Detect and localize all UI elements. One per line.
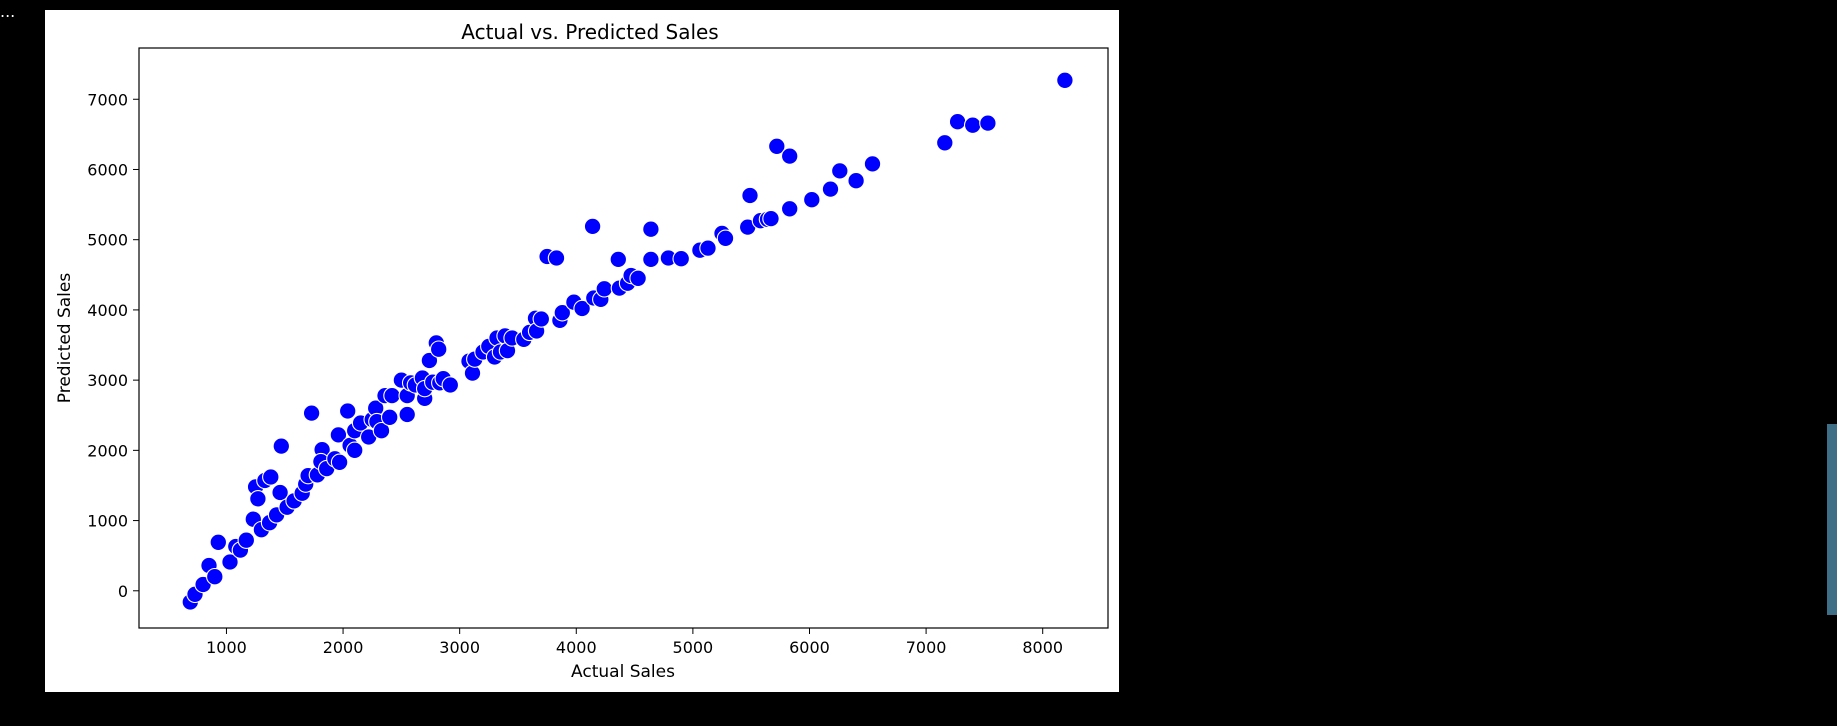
data-point: [345, 441, 364, 460]
data-point: [249, 490, 267, 508]
data-point: [699, 239, 717, 257]
chart-figure: Actual vs. Predicted Sales 1000 2000 3000 4…: [45, 10, 1119, 692]
y-tick-label: 3000: [87, 371, 128, 390]
data-point: [330, 453, 349, 472]
data-point: [629, 269, 647, 288]
cell-overflow-ellipsis: ...: [0, 2, 16, 21]
scatter-chart: Actual vs. Predicted Sales 1000 2000 3000 4…: [55, 20, 1109, 682]
data-point: [642, 220, 660, 238]
x-tick-label: 2000: [323, 638, 364, 657]
data-point: [863, 155, 882, 173]
x-tick-label: 8000: [1022, 638, 1063, 657]
data-point: [831, 162, 849, 180]
data-point: [1056, 71, 1074, 90]
data-point: [716, 229, 735, 248]
data-point: [762, 209, 780, 228]
data-point: [237, 531, 256, 549]
data-point: [532, 310, 551, 328]
x-tick-label: 7000: [906, 638, 947, 657]
data-point: [302, 404, 321, 422]
data-point: [429, 340, 448, 358]
data-point: [573, 299, 591, 318]
y-tick-label: 1000: [87, 512, 128, 531]
data-point: [221, 553, 239, 571]
data-point: [979, 114, 997, 132]
y-tick-label: 4000: [87, 301, 128, 320]
axes-frame: [138, 47, 1109, 629]
data-point: [609, 250, 628, 269]
data-point: [398, 405, 416, 424]
chart-title: Actual vs. Predicted Sales: [461, 20, 718, 44]
y-tick-label: 2000: [87, 441, 128, 460]
data-point: [847, 171, 865, 190]
x-tick-label: 5000: [673, 638, 714, 657]
data-point: [272, 437, 291, 455]
data-point: [441, 376, 460, 394]
x-tick-label: 3000: [439, 638, 480, 657]
data-point: [741, 186, 759, 205]
data-point: [642, 250, 660, 269]
data-point: [803, 190, 821, 209]
y-axis: 0 1000 2000 3000 4000 5000 6000 7000: [87, 90, 139, 601]
y-tick-label: 6000: [87, 160, 128, 179]
data-point: [380, 408, 399, 427]
data-point: [372, 421, 391, 440]
data-point: [780, 200, 799, 218]
data-point: [672, 249, 690, 268]
y-tick-label: 0: [118, 582, 128, 601]
x-tick-label: 1000: [206, 638, 247, 657]
data-point: [780, 147, 799, 165]
data-point: [936, 134, 954, 152]
data-point: [553, 303, 572, 322]
y-tick-label: 7000: [87, 90, 128, 109]
y-tick-label: 5000: [87, 231, 128, 250]
x-tick-label: 4000: [556, 638, 597, 657]
data-point: [547, 249, 566, 267]
data-point: [206, 567, 224, 586]
data-point: [768, 137, 786, 156]
data-point: [948, 112, 967, 131]
data-point: [209, 533, 228, 552]
y-axis-label: Predicted Sales: [55, 273, 75, 404]
x-axis-label: Actual Sales: [571, 662, 675, 682]
data-point: [821, 180, 840, 198]
data-point: [338, 402, 357, 420]
data-point: [329, 426, 348, 444]
data-point: [420, 351, 439, 370]
side-panel-edge: [1827, 424, 1837, 615]
data-point: [595, 280, 614, 298]
data-point: [383, 386, 401, 405]
x-axis: 1000 2000 3000 4000 5000 6000 7000 8000: [206, 628, 1063, 657]
x-tick-label: 6000: [789, 638, 830, 657]
plot-area: [181, 71, 1074, 611]
data-point: [583, 217, 602, 236]
data-point: [271, 483, 289, 502]
data-point: [262, 468, 280, 486]
data-point: [963, 116, 982, 134]
